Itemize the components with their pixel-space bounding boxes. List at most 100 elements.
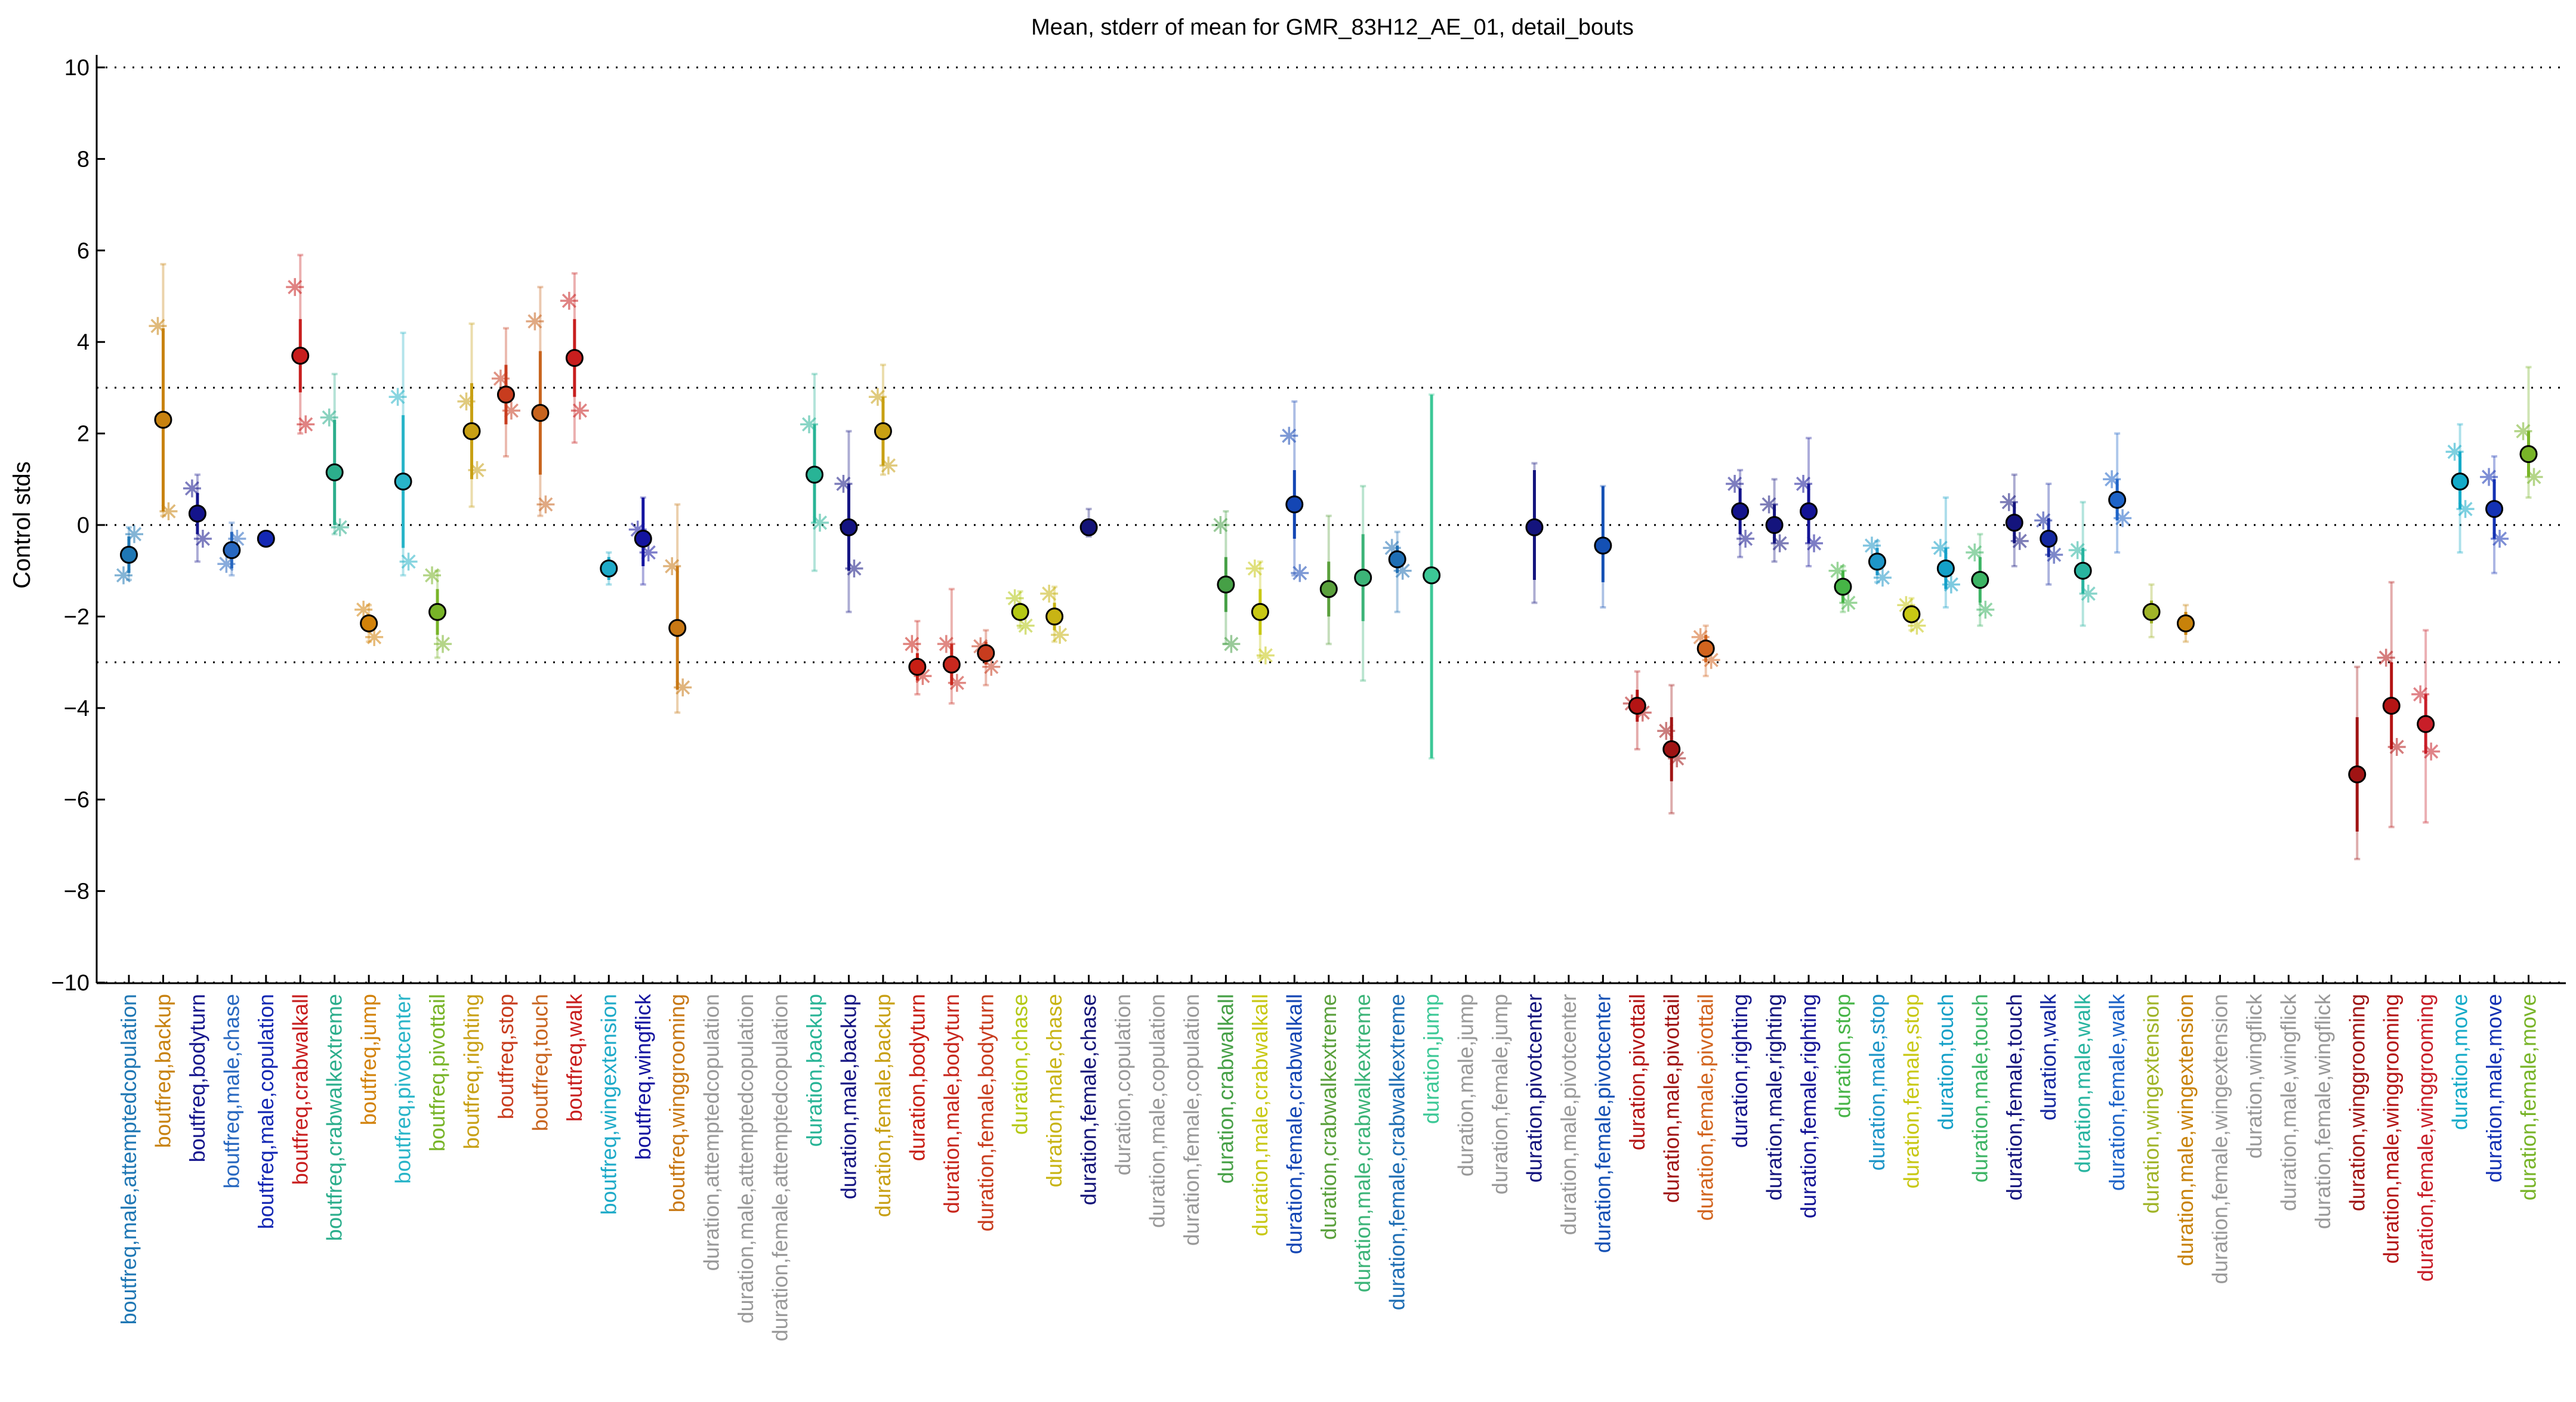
- star-marker: [526, 312, 544, 331]
- star-stroke: [572, 403, 587, 418]
- mean-marker: [394, 473, 412, 491]
- star-marker: [423, 566, 442, 585]
- star-marker: [845, 559, 863, 578]
- y-axis-label: Control stds: [9, 461, 35, 588]
- data-point: [1657, 684, 1686, 815]
- star-marker: [502, 402, 520, 420]
- star-stroke: [1384, 541, 1399, 555]
- star-stroke: [1704, 653, 1719, 668]
- star-marker: [297, 415, 315, 434]
- star-stroke: [2516, 424, 2531, 438]
- data-point: [1828, 561, 1858, 613]
- data-point: [663, 503, 692, 714]
- mean-marker: [908, 657, 927, 676]
- mean-marker: [1800, 502, 1818, 520]
- star-marker: [2422, 742, 2441, 761]
- x-tick-label: duration,female,wingflick: [2310, 993, 2335, 1229]
- x-tick-label: duration,female,pivotcenter: [1590, 994, 1615, 1253]
- x-tick-label: duration,male,pivotcenter: [1556, 994, 1581, 1235]
- mean-marker: [291, 347, 310, 365]
- star-stroke: [1395, 563, 1410, 578]
- mean-marker: [1662, 740, 1681, 758]
- data-point: [1691, 624, 1720, 678]
- x-tick-label: duration,female,wingextension: [2207, 994, 2232, 1284]
- y-tick-label: −2: [64, 604, 90, 629]
- data-point: [1245, 559, 1275, 665]
- star-marker: [1657, 722, 1676, 740]
- star-stroke: [504, 403, 519, 418]
- star-marker: [1222, 635, 1241, 653]
- star-stroke: [1841, 595, 1856, 610]
- x-tick-label: boutfreq,male,copulation: [254, 994, 278, 1229]
- x-tick-label: duration,pivottail: [1625, 994, 1649, 1150]
- star-stroke: [1796, 476, 1811, 492]
- x-tick-label: duration,male,pivottail: [1659, 994, 1683, 1203]
- star-stroke: [939, 637, 954, 651]
- star-marker: [982, 657, 1001, 676]
- data-point: [2445, 423, 2475, 554]
- star-marker: [2000, 493, 2018, 511]
- data-point: [1383, 530, 1412, 613]
- mean-marker: [1902, 605, 1921, 623]
- x-tick-label: duration,male,wingflick: [2276, 993, 2300, 1211]
- star-marker: [1256, 646, 1275, 665]
- star-stroke: [881, 458, 896, 473]
- data-point: [1525, 462, 1544, 604]
- data-point: [1862, 536, 1892, 587]
- y-tick-label: −6: [64, 788, 90, 813]
- star-marker: [1966, 543, 1984, 562]
- star-marker: [1794, 474, 1813, 493]
- mean-marker: [1217, 575, 1235, 594]
- star-marker: [388, 388, 407, 406]
- star-stroke: [219, 557, 234, 572]
- star-marker: [1245, 559, 1264, 578]
- star-marker: [1291, 564, 1309, 582]
- x-tick-label: duration,wingextension: [2139, 994, 2164, 1213]
- x-tick-label: duration,female,bodyturn: [973, 994, 998, 1231]
- star-marker: [2525, 468, 2543, 486]
- star-stroke: [801, 417, 817, 432]
- x-tick-label: duration,male,move: [2482, 994, 2506, 1182]
- star-stroke: [322, 410, 337, 425]
- data-point: [2103, 432, 2132, 554]
- star-marker: [2103, 470, 2121, 489]
- y-tick-label: −4: [64, 696, 90, 721]
- data-point: [1280, 400, 1309, 582]
- data-point: [1931, 496, 1960, 609]
- x-tick-label: boutfreq,walk: [562, 993, 587, 1122]
- star-marker: [217, 555, 236, 573]
- mean-marker: [1936, 559, 1955, 578]
- star-stroke: [2447, 444, 2462, 459]
- star-stroke: [1875, 570, 1890, 585]
- x-tick-label: duration,touch: [1933, 994, 1958, 1130]
- mean-marker: [188, 504, 206, 523]
- star-stroke: [116, 568, 131, 583]
- x-tick-label: duration,crabwalkall: [1213, 994, 1238, 1184]
- mean-marker: [2108, 490, 2127, 509]
- x-tick-label: duration,female,move: [2516, 994, 2541, 1200]
- data-point: [2034, 482, 2063, 586]
- x-tick-label: duration,backup: [802, 994, 826, 1147]
- star-stroke: [150, 319, 165, 333]
- y-tick-label: 10: [64, 55, 90, 81]
- star-marker: [674, 678, 692, 697]
- x-tick-label: duration,move: [2448, 994, 2472, 1130]
- x-tick-label: duration,crabwalkextreme: [1316, 994, 1341, 1240]
- x-tick-label: duration,chase: [1008, 994, 1032, 1135]
- data-point: [1622, 670, 1652, 751]
- star-stroke: [1772, 536, 1787, 551]
- mean-marker: [1525, 518, 1544, 536]
- star-marker: [2514, 422, 2532, 440]
- star-stroke: [1282, 428, 1297, 443]
- y-tick-label: 0: [77, 513, 90, 538]
- star-stroke: [847, 561, 862, 576]
- star-marker: [1897, 596, 1915, 614]
- mean-marker: [1319, 580, 1338, 598]
- x-tick-label: duration,male,bodyturn: [939, 994, 964, 1213]
- mean-marker: [223, 541, 241, 560]
- star-stroke: [2012, 533, 2027, 548]
- star-stroke: [984, 659, 999, 674]
- star-stroke: [812, 515, 828, 530]
- x-tick-label: duration,copulation: [1110, 994, 1135, 1175]
- data-point: [1079, 508, 1098, 538]
